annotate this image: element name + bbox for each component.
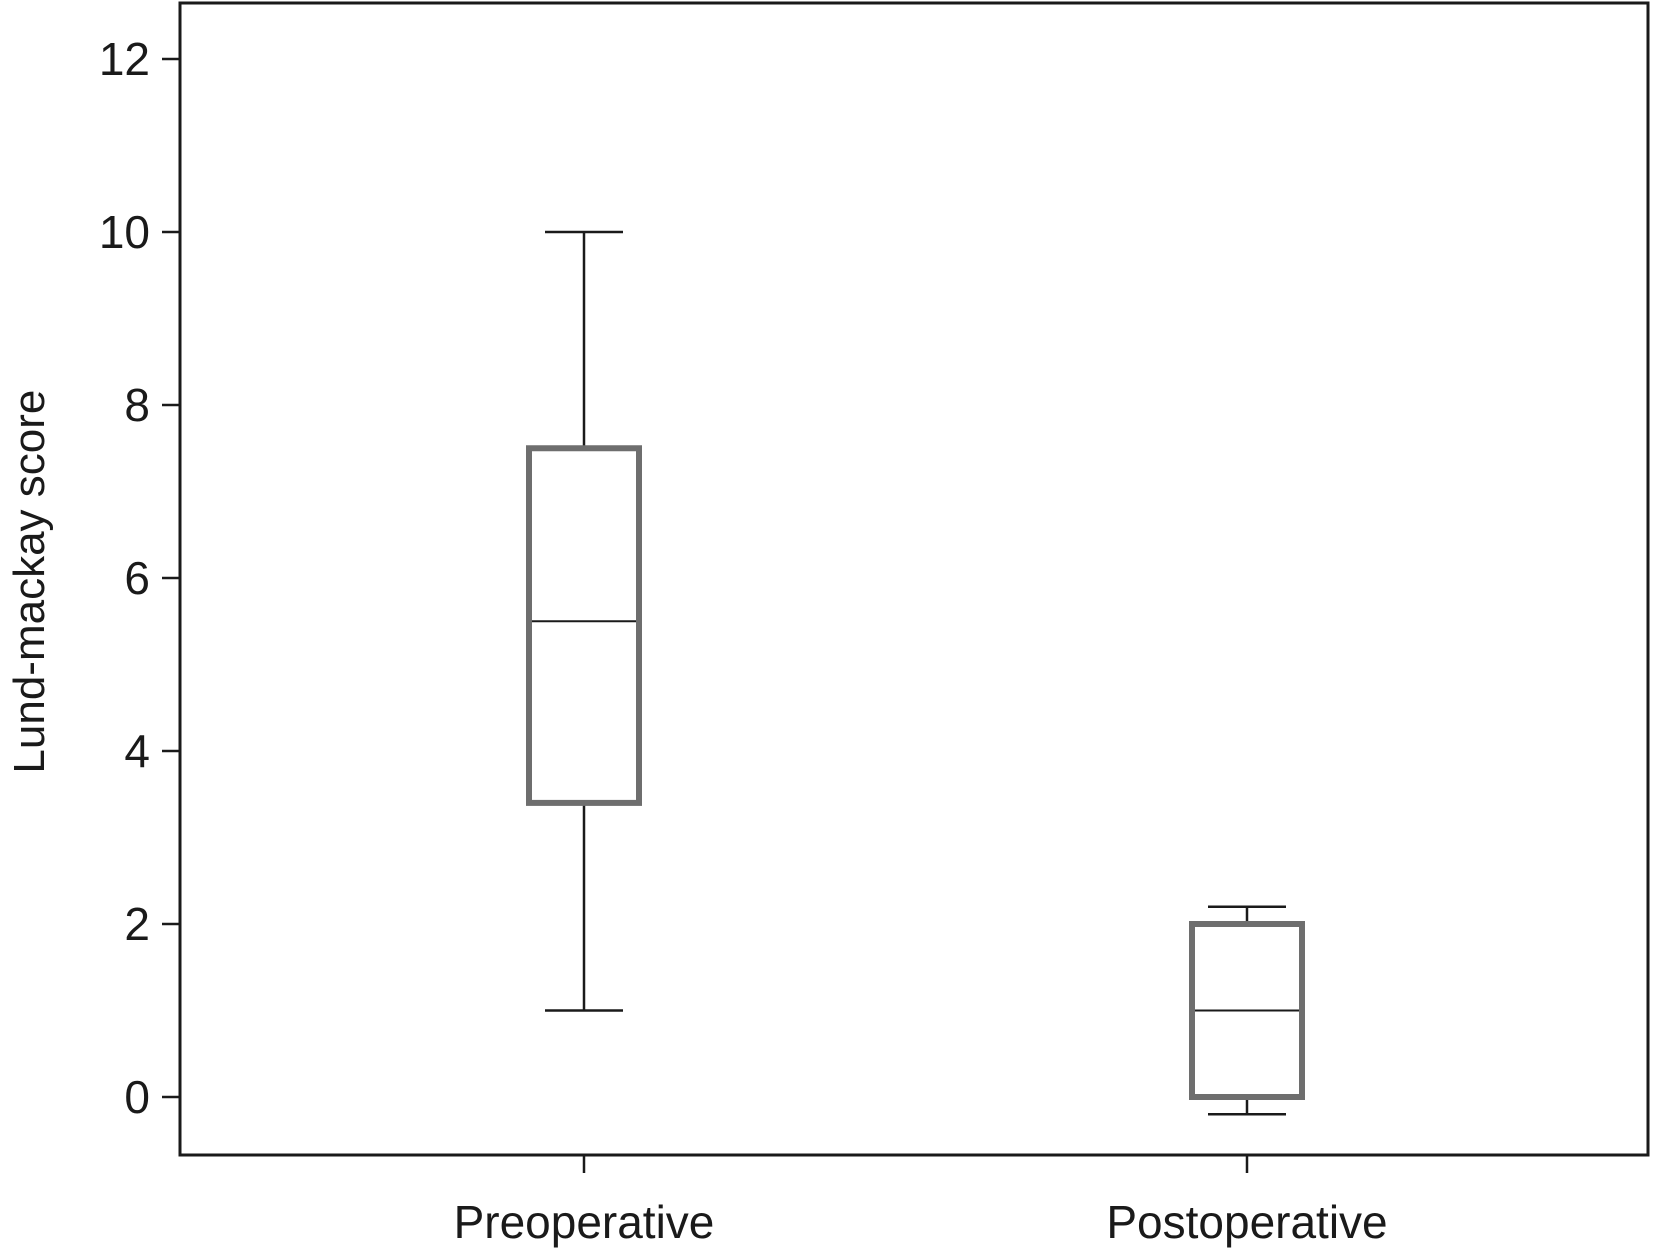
plot-frame bbox=[178, 1, 1650, 1157]
y-axis-title: Lund-mackay score bbox=[5, 390, 54, 774]
y-tick-label: 12 bbox=[99, 33, 150, 85]
box-series bbox=[526, 230, 1305, 1116]
x-axis: Preoperative Postoperative bbox=[454, 1155, 1388, 1248]
y-tick-label: 10 bbox=[99, 206, 150, 258]
y-tick-label: 0 bbox=[124, 1071, 150, 1123]
iqr-box bbox=[526, 445, 642, 806]
y-tick-label: 8 bbox=[124, 379, 150, 431]
y-tick-label: 2 bbox=[124, 898, 150, 950]
x-tick-label: Preoperative bbox=[454, 1196, 715, 1248]
y-axis: 0 2 4 6 8 10 12 bbox=[99, 33, 180, 1123]
x-tick-label: Postoperative bbox=[1106, 1196, 1387, 1248]
y-tick-label: 4 bbox=[124, 725, 150, 777]
y-tick-label: 6 bbox=[124, 552, 150, 604]
